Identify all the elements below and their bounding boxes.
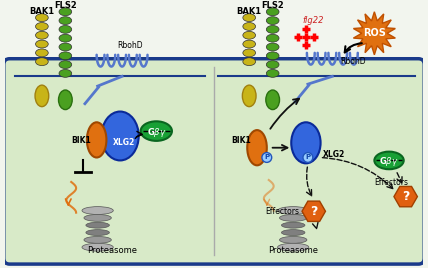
Ellipse shape (35, 85, 49, 107)
Ellipse shape (266, 43, 279, 51)
Ellipse shape (84, 236, 111, 243)
Ellipse shape (266, 90, 279, 110)
Ellipse shape (303, 152, 313, 162)
Polygon shape (302, 201, 325, 221)
Text: BIK1: BIK1 (232, 136, 251, 145)
Ellipse shape (242, 85, 256, 107)
Ellipse shape (374, 152, 404, 169)
Ellipse shape (141, 121, 172, 141)
Ellipse shape (278, 243, 309, 251)
Text: ?: ? (310, 205, 318, 218)
Text: FLS2: FLS2 (262, 1, 284, 10)
Text: BIK1: BIK1 (71, 136, 91, 145)
Ellipse shape (36, 40, 48, 48)
Ellipse shape (243, 23, 256, 30)
Ellipse shape (266, 25, 279, 33)
Ellipse shape (266, 69, 279, 77)
Ellipse shape (291, 122, 321, 163)
Ellipse shape (59, 17, 72, 24)
Polygon shape (394, 187, 417, 207)
Ellipse shape (87, 122, 107, 158)
Ellipse shape (59, 25, 72, 33)
Text: Proteasome: Proteasome (87, 246, 137, 255)
Text: RbohD: RbohD (117, 41, 143, 50)
Ellipse shape (101, 111, 139, 161)
Ellipse shape (59, 34, 72, 42)
Ellipse shape (82, 207, 113, 214)
Ellipse shape (86, 222, 110, 228)
Ellipse shape (243, 40, 256, 48)
Text: G$\beta\gamma$: G$\beta\gamma$ (379, 155, 399, 168)
Text: BAK1: BAK1 (30, 7, 54, 16)
Text: Effectors: Effectors (374, 178, 408, 187)
Ellipse shape (279, 236, 307, 243)
Ellipse shape (279, 214, 307, 221)
Ellipse shape (278, 207, 309, 214)
Ellipse shape (86, 230, 110, 236)
Ellipse shape (36, 49, 48, 57)
Ellipse shape (36, 23, 48, 30)
Text: XLG2: XLG2 (113, 138, 135, 147)
Text: ROS: ROS (363, 28, 386, 38)
Text: BAK1: BAK1 (237, 7, 262, 16)
Ellipse shape (243, 14, 256, 21)
Ellipse shape (36, 31, 48, 39)
Ellipse shape (243, 49, 256, 57)
Text: XLG2: XLG2 (323, 150, 345, 159)
Ellipse shape (266, 61, 279, 69)
Ellipse shape (243, 58, 256, 66)
Ellipse shape (36, 58, 48, 66)
Ellipse shape (59, 69, 72, 77)
Ellipse shape (84, 214, 111, 221)
Text: Proteasome: Proteasome (268, 246, 318, 255)
Text: flg22: flg22 (302, 16, 324, 25)
Ellipse shape (282, 230, 305, 236)
Text: FLS2: FLS2 (54, 1, 77, 10)
Ellipse shape (266, 8, 279, 16)
FancyBboxPatch shape (4, 59, 424, 264)
Text: P: P (264, 154, 269, 161)
Ellipse shape (59, 43, 72, 51)
Ellipse shape (266, 34, 279, 42)
Text: Effectors: Effectors (265, 207, 299, 216)
Ellipse shape (59, 8, 72, 16)
Text: G$\beta\gamma$: G$\beta\gamma$ (146, 126, 166, 139)
Text: P: P (305, 154, 310, 161)
Ellipse shape (266, 17, 279, 24)
Ellipse shape (59, 90, 72, 110)
Ellipse shape (282, 222, 305, 228)
Ellipse shape (36, 14, 48, 21)
Ellipse shape (243, 31, 256, 39)
Polygon shape (354, 12, 395, 55)
Text: RbohD: RbohD (340, 57, 366, 66)
Text: ?: ? (402, 190, 409, 203)
Ellipse shape (59, 52, 72, 60)
Ellipse shape (59, 61, 72, 69)
Ellipse shape (266, 52, 279, 60)
Ellipse shape (82, 243, 113, 251)
Ellipse shape (247, 130, 267, 165)
Ellipse shape (262, 152, 272, 162)
